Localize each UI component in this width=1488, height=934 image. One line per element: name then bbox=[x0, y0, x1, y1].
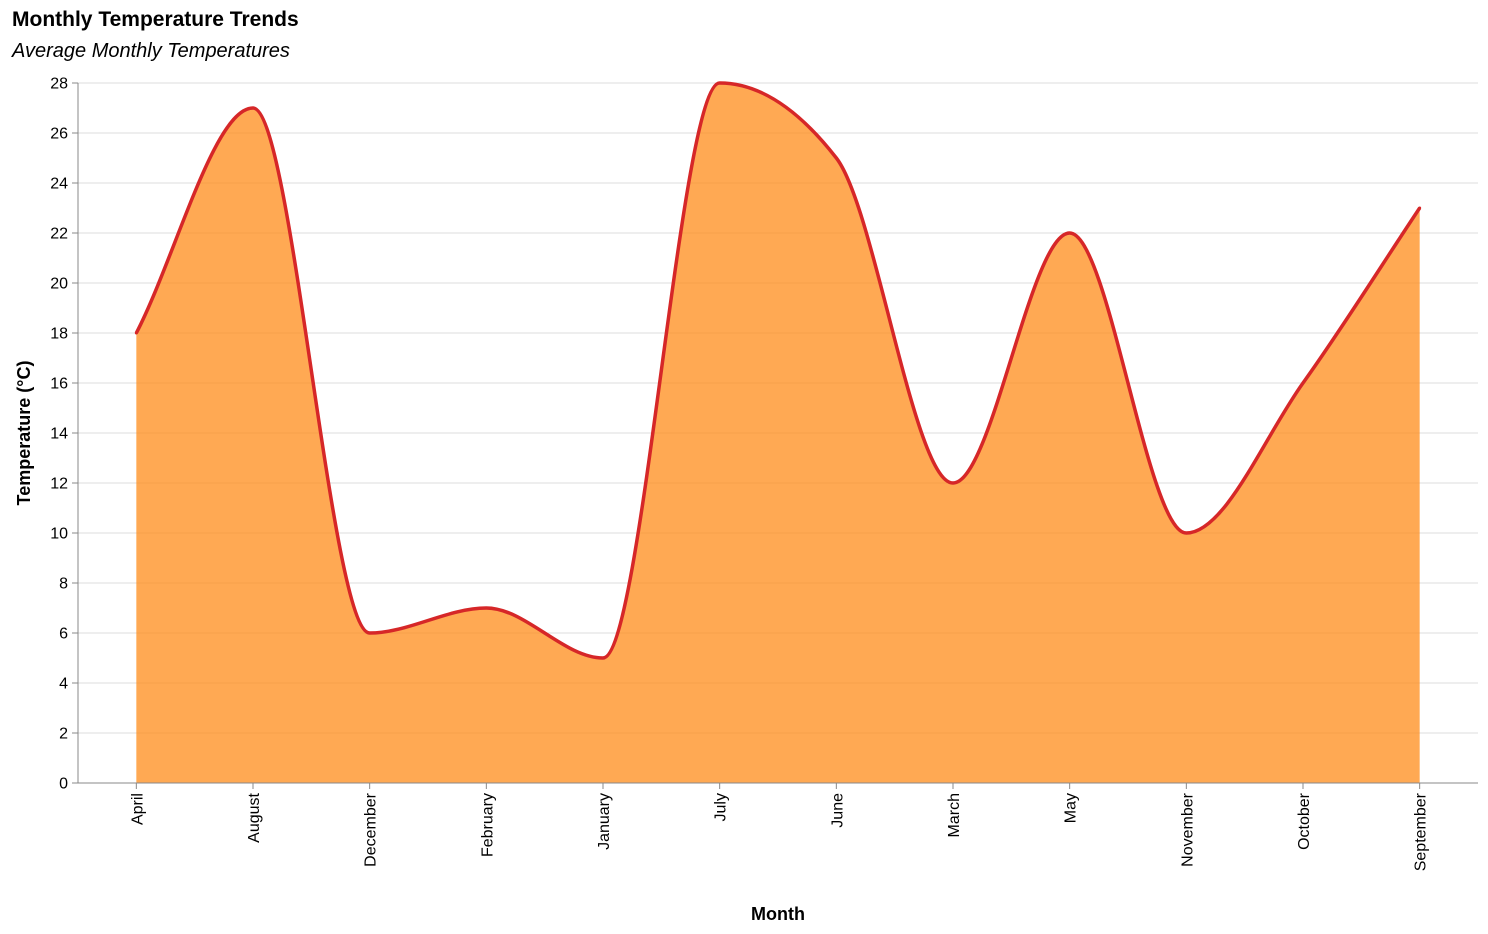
y-tick-label: 28 bbox=[50, 76, 68, 93]
y-tick-label: 2 bbox=[59, 726, 68, 743]
data-point-july bbox=[718, 81, 722, 85]
x-tick-label: November bbox=[1179, 792, 1196, 866]
data-point-october bbox=[1301, 381, 1305, 385]
y-tick-label: 0 bbox=[59, 776, 68, 793]
x-tick-label: December bbox=[363, 792, 380, 866]
x-tick-label: January bbox=[596, 793, 613, 850]
data-point-april bbox=[134, 331, 138, 335]
x-axis-ticks: April August December February January July Ju… bbox=[129, 783, 1430, 871]
x-tick-label: May bbox=[1063, 793, 1080, 823]
chart-title: Monthly Temperature Trends bbox=[12, 8, 299, 31]
data-point-september bbox=[1418, 206, 1422, 210]
data-point-may bbox=[1068, 231, 1072, 235]
x-tick-label: August bbox=[246, 792, 263, 842]
x-axis-title: Month bbox=[751, 904, 805, 924]
y-tick-label: 14 bbox=[50, 426, 68, 443]
temperature-line bbox=[134, 81, 1422, 660]
data-point-june bbox=[834, 156, 838, 160]
y-tick-label: 16 bbox=[50, 376, 68, 393]
x-tick-label: July bbox=[713, 793, 730, 821]
data-point-august bbox=[251, 106, 255, 110]
data-point-december bbox=[368, 631, 372, 635]
x-tick-label: March bbox=[946, 793, 963, 837]
y-tick-label: 10 bbox=[50, 526, 68, 543]
data-point-february bbox=[484, 606, 488, 610]
y-tick-label: 18 bbox=[50, 326, 68, 343]
y-tick-label: 12 bbox=[50, 476, 68, 493]
y-tick-label: 6 bbox=[59, 626, 68, 643]
data-point-march bbox=[951, 481, 955, 485]
data-point-november bbox=[1184, 531, 1188, 535]
y-tick-label: 8 bbox=[59, 576, 68, 593]
y-tick-label: 26 bbox=[50, 126, 68, 143]
data-point-january bbox=[601, 656, 605, 660]
x-tick-label: April bbox=[129, 793, 146, 825]
x-tick-label: February bbox=[479, 793, 496, 857]
x-tick-label: September bbox=[1413, 792, 1430, 871]
y-tick-label: 20 bbox=[50, 276, 68, 293]
area-layer bbox=[134, 81, 1422, 783]
y-tick-label: 24 bbox=[50, 176, 68, 193]
y-tick-label: 22 bbox=[50, 226, 68, 243]
chart-subtitle: Average Monthly Temperatures bbox=[12, 40, 290, 62]
x-tick-label: October bbox=[1296, 792, 1313, 850]
y-tick-label: 4 bbox=[59, 676, 68, 693]
y-axis-title: Temperature (°C) bbox=[14, 361, 34, 506]
temperature-area bbox=[136, 83, 1420, 783]
x-tick-label: June bbox=[829, 793, 846, 828]
